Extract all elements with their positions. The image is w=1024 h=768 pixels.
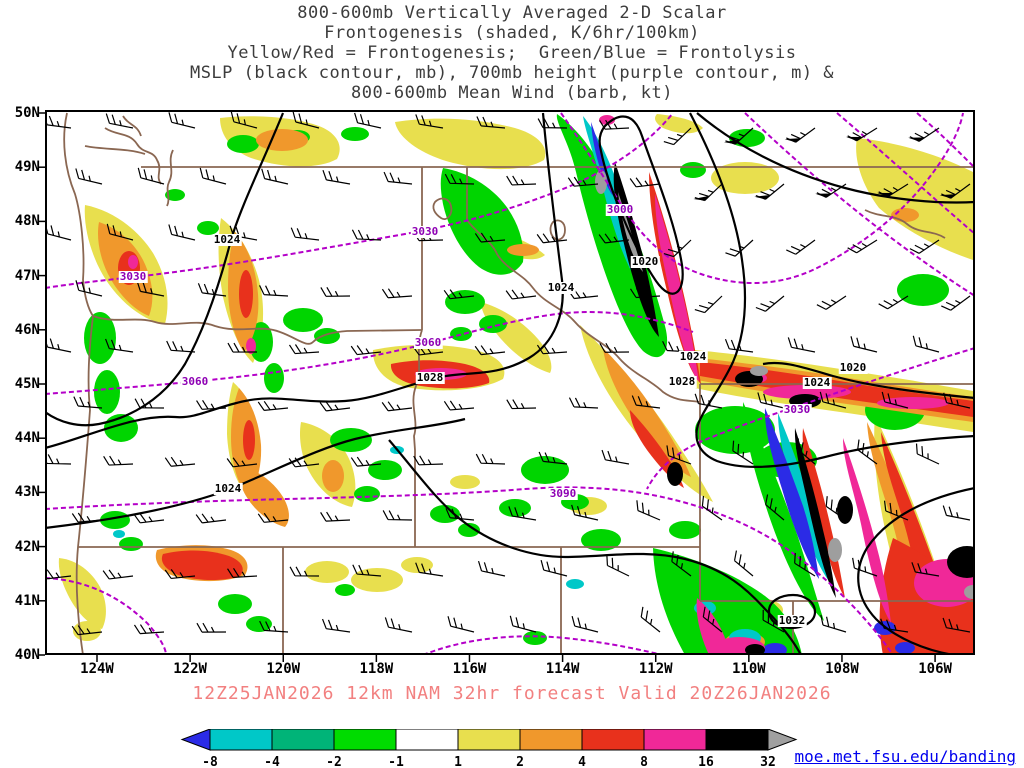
- lat-axis-label: 44N: [14, 430, 40, 447]
- mslp-contour-label: 1024: [678, 350, 708, 363]
- title-line: 800-600mb Mean Wind (barb, kt): [350, 83, 674, 103]
- title-line: 800-600mb Vertically Averaged 2-D Scalar: [297, 3, 727, 23]
- figure-title: 800-600mb Vertically Averaged 2-D Scalar…: [0, 3, 1024, 103]
- lon-axis-label: 114W: [545, 661, 580, 677]
- map-frame: [45, 110, 975, 655]
- height-contour-label: 3000: [605, 203, 635, 216]
- colorbar-tick-label: -8: [202, 755, 218, 768]
- mslp-contours: [45, 112, 975, 655]
- lon-axis-label: 106W: [918, 661, 952, 677]
- frontogenesis-shading: [58, 114, 975, 655]
- lat-axis-label: 40N: [14, 647, 40, 663]
- lon-axis-label: 116W: [452, 661, 487, 677]
- state-borders: [63, 112, 975, 655]
- lat-axis-label: 46N: [14, 321, 40, 338]
- lat-axis-label: 42N: [14, 538, 40, 555]
- mslp-contour-label: 1020: [838, 361, 868, 374]
- colorbar-tick-label: 8: [640, 755, 648, 768]
- colorbar-tick-label: -2: [326, 755, 342, 768]
- colorbar-tick-label: 16: [698, 755, 714, 768]
- colorbar-tick-label: 32: [760, 755, 776, 768]
- height-contour-label: 3030: [410, 225, 440, 238]
- lat-axis-label: 49N: [14, 159, 40, 176]
- colorbar-segment: [395, 728, 459, 751]
- lat-axis-label: 41N: [14, 592, 40, 609]
- colorbar: -8 -4 -2 -1 1 2 4 8 16 32: [178, 728, 818, 768]
- lon-axis-label: 118W: [359, 661, 394, 677]
- title-line: Yellow/Red = Frontogenesis; Green/Blue =…: [227, 43, 797, 63]
- lon-axis-label: 108W: [825, 661, 859, 677]
- forecast-caption: 12Z25JAN2026 12km NAM 32hr forecast Vali…: [192, 683, 832, 704]
- colorbar-tick-label: -4: [264, 755, 280, 768]
- map-plot: 1024 1024 1020 1028 1024 1028 1020 1024 1024 1032…: [38, 110, 975, 662]
- height-contour-label: 3060: [413, 336, 443, 349]
- colorbar-segment: [519, 728, 583, 751]
- lat-axis-label: 50N: [14, 105, 40, 121]
- wind-barbs: [45, 111, 971, 636]
- height-contour-label: 3030: [118, 270, 148, 283]
- height-contour-label: 3060: [180, 375, 210, 388]
- lon-axis-label: 112W: [638, 661, 673, 677]
- colorbar-segment: [705, 728, 769, 751]
- credit-link[interactable]: moe.met.fsu.edu/banding: [794, 747, 1016, 766]
- lat-axis-label: 47N: [14, 267, 40, 284]
- lat-axis-label: 45N: [14, 376, 40, 392]
- mslp-contour-label: 1028: [667, 375, 697, 388]
- mslp-contour-label: 1032: [777, 614, 807, 627]
- mslp-contour-label: 1024: [212, 233, 242, 246]
- colorbar-arrow-right: [767, 728, 798, 751]
- mslp-contour-label: 1028: [415, 371, 445, 384]
- height-contour-label: 3090: [548, 487, 578, 500]
- colorbar-segment: [209, 728, 273, 751]
- colorbar-tick-label: -1: [388, 755, 404, 768]
- mslp-contour-label: 1024: [802, 376, 832, 389]
- colorbar-segment: [581, 728, 645, 751]
- colorbar-segment: [643, 728, 707, 751]
- lon-axis-label: 120W: [266, 661, 301, 677]
- mslp-contour-label: 1020: [630, 255, 660, 268]
- lon-axis-label: 124W: [80, 661, 114, 677]
- lat-axis-label: 48N: [14, 213, 40, 230]
- map-canvas: [38, 110, 975, 662]
- lon-axis-label: 122W: [173, 661, 207, 677]
- colorbar-arrow-left: [180, 728, 211, 751]
- colorbar-segment: [457, 728, 521, 751]
- lon-axis-label: 110W: [731, 661, 766, 677]
- title-line: Frontogenesis (shaded, K/6hr/100km): [324, 23, 700, 43]
- colorbar-segment: [333, 728, 397, 751]
- lat-axis-label: 43N: [14, 484, 40, 501]
- title-line: MSLP (black contour, mb), 700mb height (…: [189, 63, 835, 83]
- colorbar-tick-label: 1: [454, 755, 462, 768]
- height-contour-label: 3030: [782, 403, 812, 416]
- axis-ticks: [38, 112, 936, 662]
- mslp-contour-label: 1024: [213, 482, 243, 495]
- mslp-contour-label: 1024: [546, 281, 576, 294]
- colorbar-tick-label: 4: [578, 755, 586, 768]
- colorbar-tick-label: 2: [516, 755, 524, 768]
- colorbar-segment: [271, 728, 335, 751]
